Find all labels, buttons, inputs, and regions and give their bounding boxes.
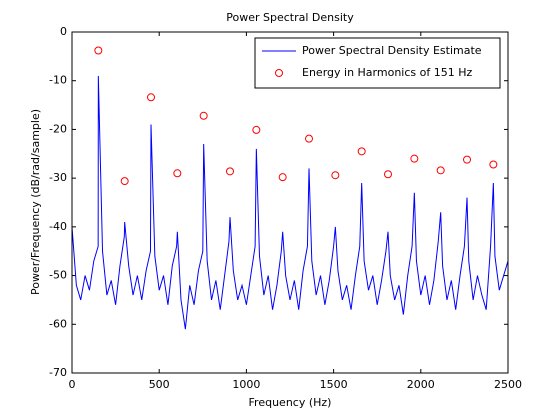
legend-box [254, 37, 501, 89]
x-tick-label: 500 [149, 378, 170, 391]
psd-line [71, 75, 509, 330]
y-tick-label: 0 [60, 25, 67, 38]
harmonic-marker [226, 167, 235, 176]
harmonic-marker [357, 147, 366, 156]
y-tick-label: -20 [49, 122, 67, 135]
plot-frame [71, 31, 509, 374]
harmonic-marker [278, 173, 287, 182]
harmonic-marker [410, 154, 419, 163]
harmonic-marker [199, 111, 208, 120]
harmonic-marker [463, 155, 472, 164]
y-axis-label: Power/Frequency (dB/rad/sample) [29, 109, 42, 295]
x-tick-label: 1000 [232, 378, 260, 391]
harmonic-marker [252, 125, 261, 134]
harmonic-marker [147, 93, 156, 102]
harmonic-marker [489, 160, 498, 169]
harmonic-marker [94, 46, 103, 55]
harmonic-marker [384, 170, 393, 179]
legend-marker [275, 69, 283, 77]
harmonic-marker [305, 134, 314, 143]
x-tick-label: 2500 [494, 378, 522, 391]
y-tick-label: -10 [49, 74, 67, 87]
harmonic-marker [173, 169, 182, 178]
y-tick-label: -50 [49, 269, 67, 282]
harmonic-marker [436, 166, 445, 175]
legend-label: Power Spectral Density Estimate [302, 44, 482, 57]
x-tick-label: 1500 [320, 378, 348, 391]
x-axis-label: Frequency (Hz) [249, 396, 332, 409]
y-tick-label: -40 [49, 220, 67, 233]
y-tick-label: -30 [49, 171, 67, 184]
y-tick-label: -70 [49, 366, 67, 379]
chart-title: Power Spectral Density [226, 11, 354, 24]
x-tick-label: 0 [69, 378, 76, 391]
x-tick-label: 2000 [407, 378, 435, 391]
harmonic-marker [120, 177, 129, 186]
y-tick-label: -60 [49, 317, 67, 330]
harmonic-marker [331, 171, 340, 180]
legend-label: Energy in Harmonics of 151 Hz [302, 66, 472, 79]
